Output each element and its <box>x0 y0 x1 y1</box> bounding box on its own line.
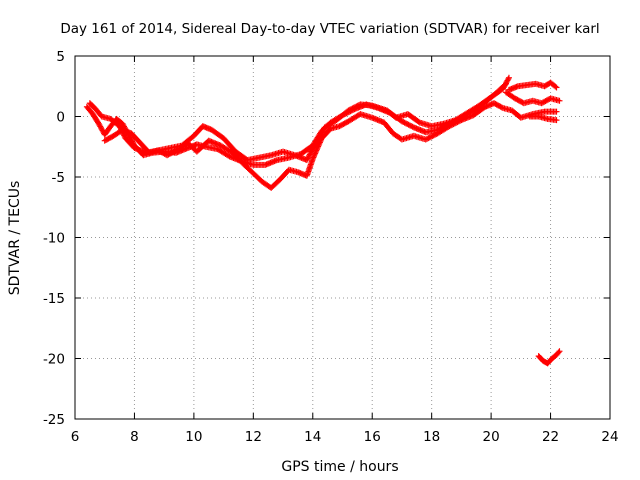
data-point <box>350 104 357 111</box>
data-point <box>428 133 435 140</box>
data-point <box>164 152 171 159</box>
data-point <box>498 104 505 111</box>
data-point <box>556 348 563 355</box>
x-tick-label: 12 <box>245 429 262 445</box>
y-tick-label: -20 <box>43 352 65 368</box>
data-point <box>422 136 429 143</box>
data-point <box>225 152 232 159</box>
data-point <box>552 83 559 90</box>
x-tick-label: 8 <box>130 429 139 445</box>
y-tick-label: -10 <box>43 231 65 247</box>
data-point <box>451 120 458 127</box>
data-point <box>431 131 438 138</box>
data-point <box>346 106 353 113</box>
data-point <box>415 118 422 125</box>
data-point <box>353 103 360 110</box>
data-point <box>401 119 408 126</box>
y-tick-label: -5 <box>52 170 65 186</box>
data-point <box>166 150 173 157</box>
x-tick-label: 20 <box>483 429 500 445</box>
data-point <box>405 121 412 128</box>
data-point <box>402 120 409 127</box>
data-point <box>354 102 361 109</box>
data-point <box>121 132 128 139</box>
data-point <box>555 349 562 356</box>
y-tick-label: -25 <box>43 412 65 428</box>
x-tick-label: 10 <box>185 429 202 445</box>
data-point <box>352 104 359 111</box>
x-tick-label: 6 <box>71 429 80 445</box>
y-axis-label: SDTVAR / TECUs <box>7 181 23 296</box>
data-point <box>349 105 356 112</box>
data-point <box>556 97 563 104</box>
x-axis-label: GPS time / hours <box>281 459 398 475</box>
x-axis: 6 8 10 12 14 16 18 20 22 24 <box>71 56 619 445</box>
data-point <box>454 119 461 126</box>
data-point <box>173 147 180 154</box>
x-tick-label: 24 <box>601 429 618 445</box>
data-point <box>505 74 512 81</box>
y-axis: 5 0 -5 -10 -15 -20 -25 <box>43 49 610 428</box>
data-point <box>455 118 462 125</box>
data-point <box>170 148 177 155</box>
data-point <box>429 133 436 140</box>
data-point <box>408 123 415 130</box>
data-point <box>400 119 407 126</box>
data-point <box>447 122 454 129</box>
chart-title: Day 161 of 2014, Sidereal Day-to-day VTE… <box>60 21 599 37</box>
data-point <box>553 108 560 115</box>
data-point <box>553 84 560 91</box>
y-tick-label: 0 <box>56 110 65 126</box>
data-point <box>348 106 355 113</box>
y-tick-label: -15 <box>43 291 65 307</box>
data-point <box>426 134 433 141</box>
data-point <box>453 119 460 126</box>
x-tick-label: 22 <box>542 429 559 445</box>
y-tick-label: 5 <box>56 49 65 65</box>
data-marks <box>83 74 563 367</box>
data-point <box>172 148 179 155</box>
data-point <box>165 151 172 158</box>
x-tick-label: 16 <box>364 429 381 445</box>
data-point <box>424 135 431 142</box>
data-point <box>409 123 416 130</box>
data-point <box>450 121 457 128</box>
data-point <box>425 135 432 142</box>
grid <box>75 56 610 419</box>
data-point <box>430 132 437 139</box>
data-point <box>553 117 560 124</box>
x-tick-label: 18 <box>423 429 440 445</box>
data-point <box>398 118 405 125</box>
data-point <box>116 123 123 130</box>
data-point <box>457 117 464 124</box>
data-point <box>169 149 176 156</box>
data-point <box>406 122 413 129</box>
data-point <box>168 150 175 157</box>
data-point <box>345 107 352 114</box>
data-point <box>505 76 512 83</box>
x-tick-label: 14 <box>304 429 321 445</box>
data-point <box>404 121 411 128</box>
data-point <box>449 121 456 128</box>
data-point <box>446 123 453 130</box>
